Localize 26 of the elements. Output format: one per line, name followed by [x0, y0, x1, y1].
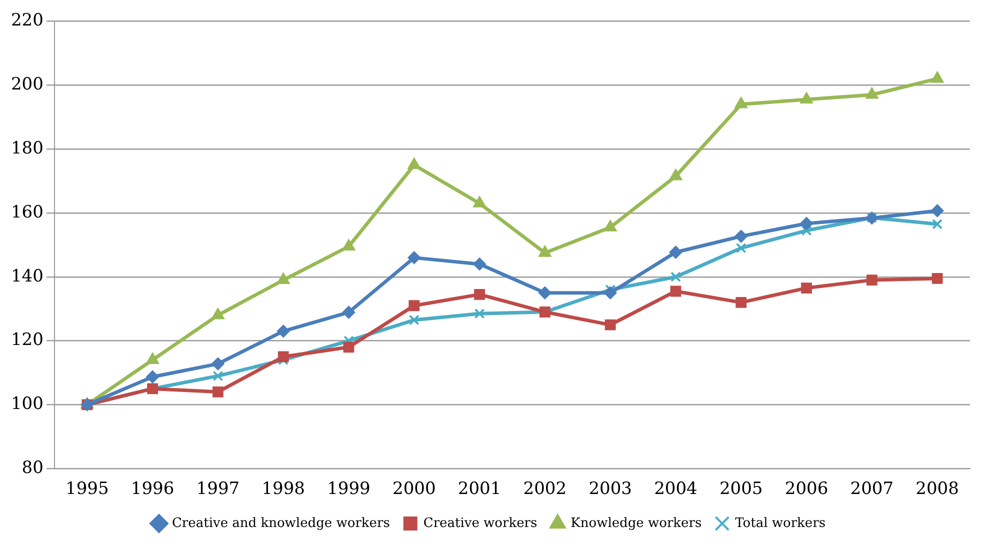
legend-label: Creative workers [423, 516, 538, 531]
x-tick-label: 1995 [66, 479, 109, 500]
x-tick-label: 2008 [916, 479, 959, 500]
x-tick-label: 2000 [392, 479, 436, 500]
x-tick-label: 2002 [523, 479, 567, 500]
legend-label: Knowledge workers [570, 516, 702, 531]
x-tick-label: 1996 [130, 479, 174, 500]
y-tick-label: 140 [10, 266, 44, 286]
x-tick-label: 2001 [458, 479, 502, 500]
x-tick-label: 2003 [588, 479, 632, 500]
x-tick-label: 1998 [262, 479, 305, 500]
y-tick-label: 160 [10, 202, 44, 222]
y-tick-label: 100 [10, 394, 44, 414]
x-tick-label: 2005 [719, 479, 763, 500]
y-tick-label: 120 [10, 330, 44, 350]
legend-label: Creative and knowledge workers [172, 516, 390, 531]
x-tick-label: 1999 [327, 479, 370, 500]
y-tick-label: 80 [22, 458, 44, 478]
y-tick-label: 180 [10, 138, 44, 158]
x-tick-label: 2006 [784, 479, 828, 500]
y-tick-label: 200 [10, 74, 44, 95]
x-tick-label: 2004 [654, 479, 698, 500]
x-tick-label: 2007 [850, 479, 894, 500]
legend-label: Total workers [735, 516, 826, 531]
y-tick-label: 220 [10, 10, 44, 31]
x-tick-label: 1997 [196, 479, 240, 500]
